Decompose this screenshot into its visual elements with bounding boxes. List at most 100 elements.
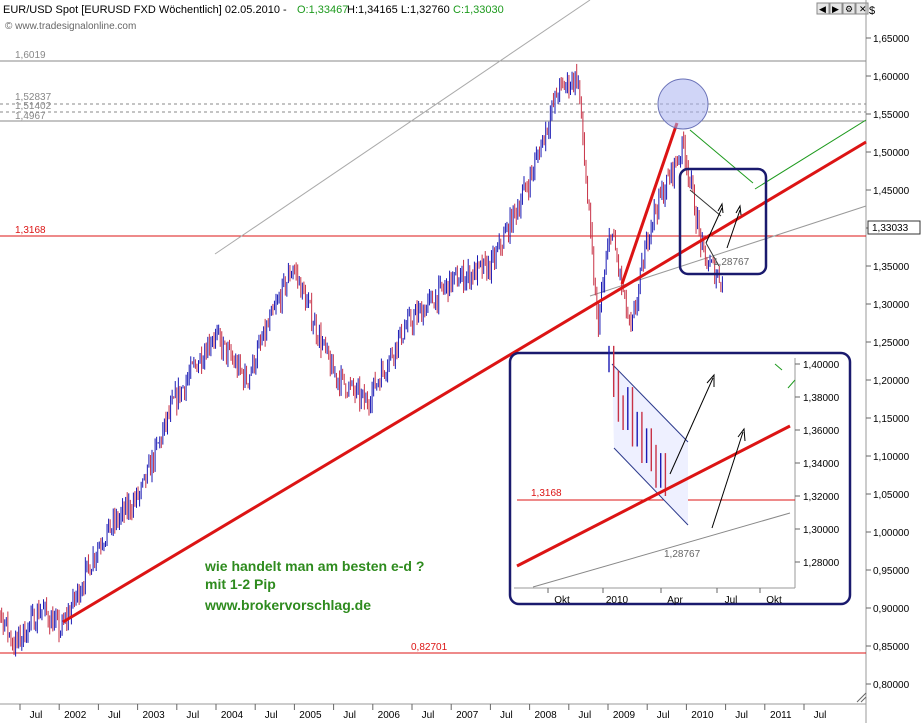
inset-level-label: 1,3168 [531,488,562,499]
x-axis: Jul 2002 Jul 2003 Jul 2004 Jul 2005 Jul 2006 Jul 20… [19,704,827,721]
level-label-14967: 1,4967 [15,111,46,122]
x-tick-label: Jul [657,710,670,721]
header-hlc: H:1,34165 L:1,32760 [347,4,450,16]
x-tick-label: Jul [186,710,199,721]
inset-candles [608,345,667,496]
last-price-label: 1,33033 [872,223,909,234]
inset-y-axis: 1,40000 1,38000 1,36000 1,34000 1,32000 1,300… [795,360,840,569]
resize-grip-icon[interactable] [856,692,867,703]
steep-trendline [620,122,679,285]
header-bar [0,0,923,18]
y-tick-label: 1,50000 [873,148,910,159]
close-icon[interactable] [855,2,869,15]
inset-arrow-1-head [706,373,715,387]
x-tick-label: Jul [343,710,356,721]
inset-x-tick-label: 2010 [606,595,629,606]
prev-icon[interactable] [816,2,830,15]
y-tick-label: 1,55000 [873,110,910,121]
inset-y-tick-label: 1,34000 [803,459,840,470]
y-tick-label: 1,15000 [873,414,910,425]
y-tick-label: 1,45000 [873,186,910,197]
inset-support-line [532,512,791,588]
price-candles [0,63,723,657]
x-tick-label: Jul [814,710,827,721]
header-close: C:1,33030 [453,4,504,16]
box-arrow-2 [726,209,741,249]
x-tick-label: 2006 [378,710,401,721]
x-tick-label: Jul [735,710,748,721]
note-line-1: wie handelt man am besten e-d ? [204,558,424,574]
inset-x-axis: Okt 2010 Apr Jul Okt [547,588,782,606]
currency-unit: $ [869,5,875,17]
x-tick-label: Jul [422,710,435,721]
inset-channel-lower [613,447,689,526]
x-tick-label: Jul [30,710,43,721]
x-tick-label: Jul [265,710,278,721]
main-trendline [62,140,867,624]
watermark: © www.tradesignalonline.com [5,21,136,32]
channel-upper-line [214,0,591,255]
inset-chart: 1,40000 1,38000 1,36000 1,34000 1,32000 1,300… [508,345,852,606]
box-channel-line [689,189,722,217]
header-symbol: EUR/USD Spot [EURUSD FXD Wöchentlich] 02… [3,4,287,16]
x-tick-label: 2010 [691,710,714,721]
inset-x-tick-label: Apr [667,595,683,606]
y-tick-label: 0,85000 [873,642,910,653]
inset-y-tick-label: 1,38000 [803,393,840,404]
x-tick-label: 2002 [64,710,87,721]
header-open: O:1,33467 [297,4,348,16]
level-label-13168: 1,3168 [15,225,46,236]
x-tick-label: 2007 [456,710,479,721]
inset-arrow-2-head [737,427,746,442]
x-tick-label: 2008 [534,710,557,721]
x-tick-label: 2009 [613,710,636,721]
level-label-151402: 1,51402 [15,101,52,112]
inset-green-line-1 [774,363,783,371]
inset-trendline [516,424,791,568]
highlight-circle [657,78,709,130]
box-arrow-1 [705,207,723,244]
inset-y-tick-label: 1,32000 [803,492,840,503]
inset-green-line-2 [787,379,796,389]
y-axis: 1,650001,600001,550001,500001,450001,400… [866,34,910,691]
x-tick-label: 2004 [221,710,244,721]
y-tick-label: 1,30000 [873,300,910,311]
inset-annotation: 1,28767 [664,549,701,560]
level-label-082701: 0,82701 [411,642,448,653]
inset-x-tick-label: Jul [725,595,738,606]
y-tick-label: 0,95000 [873,566,910,577]
inset-arrow-1 [669,377,714,475]
x-tick-label: Jul [578,710,591,721]
y-tick-label: 0,80000 [873,680,910,691]
svg-text:▶: ▶ [832,4,839,14]
next-icon[interactable] [829,2,843,15]
last-price-badge [867,220,921,235]
svg-text:◀: ◀ [819,4,826,14]
y-tick-label: 1,25000 [873,338,910,349]
note-line-3: www.brokervorschlag.de [204,597,371,613]
inset-y-tick-label: 1,28000 [803,558,840,569]
inset-arrow-2 [711,431,744,529]
svg-text:✕: ✕ [859,4,867,14]
x-tick-label: Jul [108,710,121,721]
inset-x-tick-label: Okt [554,595,570,606]
y-tick-label: 1,00000 [873,528,910,539]
y-tick-label: 1,60000 [873,72,910,83]
x-tick-label: 2003 [142,710,165,721]
inset-x-tick-label: Okt [766,595,782,606]
levels: 1,6019 1,52837 1,51402 1,4967 1,3168 0,8… [0,50,866,654]
box-channel-lower [705,242,720,267]
level-label-16019: 1,6019 [15,50,46,61]
y-tick-label: 0,90000 [873,604,910,615]
box-annotation: 1,28767 [713,257,750,268]
settings-icon[interactable] [842,2,856,15]
y-tick-label: 1,05000 [873,490,910,501]
toolbar: ◀ ▶ ⚙ ✕ [816,2,869,15]
inset-y-tick-label: 1,36000 [803,426,840,437]
inset-y-tick-label: 1,30000 [803,525,840,536]
y-tick-label: 1,35000 [873,262,910,273]
focus-box [678,167,768,276]
green-line-up [754,119,867,190]
inset-channel-upper [611,363,689,443]
